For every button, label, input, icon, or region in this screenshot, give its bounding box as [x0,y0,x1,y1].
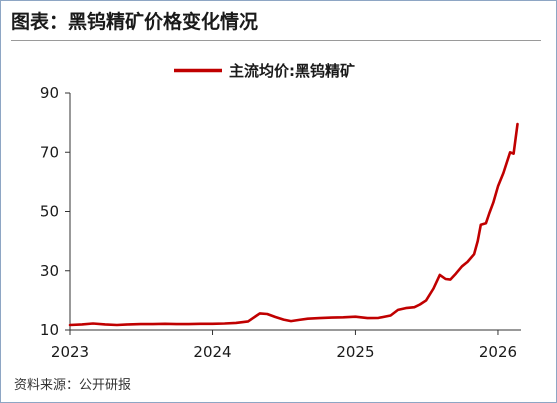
x-tick-label: 2023 [51,343,89,361]
x-tick-label: 2025 [336,343,374,361]
x-tick-label: 2026 [479,343,517,361]
source-note: 资料来源：公开研报 [14,378,132,393]
chart-legend: 主流均价:黑钨精矿 [174,62,355,80]
y-tick-label: 70 [40,143,59,161]
title-divider [11,40,541,41]
y-tick-label: 50 [40,203,59,221]
y-tick-label: 90 [40,84,59,102]
figure-title: 图表：黑钨精矿价格变化情况 [11,11,259,33]
y-tick-label: 10 [40,321,59,339]
plot-area [68,122,519,327]
legend-label: 主流均价:黑钨精矿 [229,62,355,80]
x-tick-label: 2024 [193,343,231,361]
chart-axes: 10 30 50 70 90 2023 2024 2025 2026 [40,84,521,361]
y-tick-label: 30 [40,262,59,280]
series-line [68,122,519,327]
